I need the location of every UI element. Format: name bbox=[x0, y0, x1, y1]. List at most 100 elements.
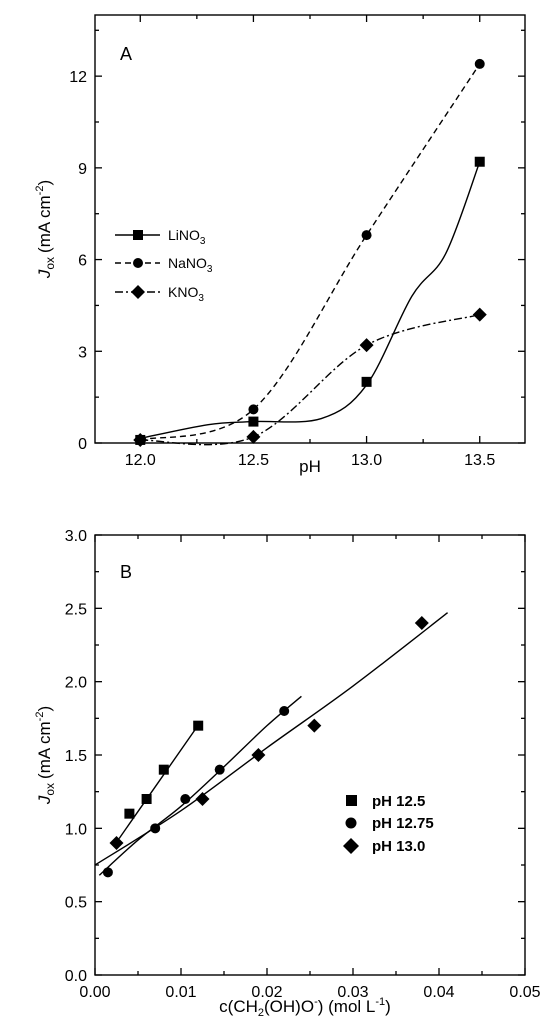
panel-a-label: A bbox=[120, 44, 132, 64]
panel-b-x-label-sub: 2 bbox=[258, 1007, 264, 1019]
data-point-kno3 bbox=[246, 429, 261, 444]
panel-a-x-tick-label: 13.0 bbox=[351, 452, 382, 469]
panel-a: 12.0 12.5 13.0 13.5 0 3 6 9 12 A pH Jox (mA cm-2)… bbox=[34, 14, 526, 476]
legend-label-ph-12-5: pH 12.5 bbox=[372, 793, 425, 810]
legend-square-marker bbox=[133, 230, 143, 240]
panel-a-y-label-exp: -2 bbox=[34, 186, 46, 196]
panel-a-x-tick-label: 12.0 bbox=[125, 452, 156, 469]
panel-b-y-label-close: ) bbox=[35, 706, 54, 712]
data-point-kno3 bbox=[472, 307, 487, 322]
panel-a-y-label-close: ) bbox=[35, 180, 54, 186]
data-point-ph-12-5 bbox=[141, 794, 152, 804]
panel-a-y-tick-label: 6 bbox=[78, 253, 87, 270]
data-point-ph-12-75 bbox=[180, 794, 191, 804]
data-point-ph-12-5 bbox=[193, 720, 204, 731]
panel-b-x-tick-label: 0.03 bbox=[337, 984, 368, 1001]
legend-item-ph-13-0: pH 13.0 bbox=[343, 838, 425, 855]
legend-label-nano3: NaNO3 bbox=[168, 255, 213, 275]
panel-a-y-tick-label: 12 bbox=[69, 69, 87, 86]
data-point-lino3 bbox=[474, 156, 485, 167]
panel-a-tick-labels: 12.0 12.5 13.0 13.5 0 3 6 9 12 bbox=[69, 69, 495, 469]
panel-b-x-label-close: ) bbox=[385, 997, 391, 1016]
legend-label-ph-13-0: pH 13.0 bbox=[372, 838, 425, 855]
legend-square-marker bbox=[346, 795, 357, 806]
panel-a-x-tick-label: 13.5 bbox=[464, 452, 495, 469]
data-point-ph-12-75 bbox=[102, 867, 113, 878]
legend-label-ph-12-75: pH 12.75 bbox=[372, 815, 434, 832]
legend-item-ph-12-75: pH 12.75 bbox=[345, 815, 434, 832]
fit-line-ph-12-75 bbox=[98, 695, 302, 876]
legend-item-ph-12-5: pH 12.5 bbox=[346, 793, 425, 810]
series-curve-nano3 bbox=[140, 63, 481, 441]
fit-line-ph-12-5 bbox=[118, 722, 201, 840]
legend-circle-marker bbox=[133, 258, 143, 268]
data-point-ph-13-0 bbox=[251, 748, 266, 762]
panel-a-x-tick-label: 12.5 bbox=[238, 452, 269, 469]
data-point-ph-13-0 bbox=[414, 616, 429, 630]
panel-b-x-tick-label: 0.04 bbox=[423, 984, 454, 1001]
panel-a-markers bbox=[133, 58, 487, 447]
legend-diamond-marker bbox=[343, 838, 359, 854]
legend-circle-marker bbox=[345, 817, 357, 829]
panel-a-y-tick-label: 3 bbox=[78, 344, 87, 361]
panel-b-x-tick-label: 0.05 bbox=[509, 984, 540, 1001]
data-point-ph-12-75 bbox=[279, 706, 290, 716]
data-point-nano3 bbox=[474, 58, 485, 69]
data-point-nano3 bbox=[248, 404, 259, 415]
legend-item-nano3: NaNO3 bbox=[115, 255, 213, 275]
panel-b-y-tick-label: 0.0 bbox=[65, 968, 87, 985]
legend-label-kno3: KNO3 bbox=[168, 284, 204, 304]
data-point-nano3 bbox=[361, 230, 372, 241]
data-point-lino3 bbox=[248, 416, 259, 427]
panel-a-curves bbox=[140, 63, 481, 446]
panel-a-y-label-sub: ox bbox=[43, 257, 57, 270]
panel-b-x-tick-label: 0.01 bbox=[165, 984, 196, 1001]
panel-b-frame bbox=[94, 534, 526, 976]
panel-b-x-label-unit: ) (mol L bbox=[318, 997, 376, 1016]
data-point-ph-13-0 bbox=[307, 718, 322, 733]
panel-a-y-tick-label: 0 bbox=[78, 436, 87, 453]
panel-a-y-axis-title: Jox (mA cm-2) bbox=[34, 180, 57, 279]
panel-a-ticks bbox=[95, 15, 525, 444]
data-point-kno3 bbox=[133, 432, 148, 447]
panel-a-y-tick-label: 9 bbox=[78, 161, 87, 178]
data-point-ph-13-0 bbox=[195, 792, 210, 806]
panel-b-fit-lines bbox=[94, 612, 449, 876]
panel-b-y-label-sub: ox bbox=[43, 783, 57, 796]
panel-b-x-tick-label: 0.00 bbox=[79, 984, 110, 1001]
panel-b-markers bbox=[102, 616, 429, 878]
panel-b-y-tick-label: 2.0 bbox=[65, 675, 87, 692]
data-point-ph-13-0 bbox=[109, 836, 124, 850]
legend-item-kno3: KNO3 bbox=[115, 284, 204, 304]
panel-b-y-label-unit: (mA cm bbox=[35, 721, 54, 779]
panel-a-y-label-unit: (mA cm bbox=[35, 195, 54, 253]
series-curve-kno3 bbox=[140, 313, 480, 446]
panel-b-x-label-unit-exp: -1 bbox=[375, 996, 385, 1008]
panel-b-y-tick-label: 0.5 bbox=[65, 895, 87, 912]
panel-b-y-tick-label: 3.0 bbox=[65, 528, 87, 545]
data-point-kno3 bbox=[359, 338, 374, 353]
panel-b-y-label-exp: -2 bbox=[34, 712, 46, 722]
panel-b-x-label-pre: c(CH bbox=[219, 997, 258, 1016]
data-point-lino3 bbox=[361, 376, 372, 387]
legend-diamond-marker bbox=[131, 285, 145, 299]
panel-b-y-tick-label: 2.5 bbox=[65, 601, 87, 618]
panel-a-y-label-main: J bbox=[35, 269, 54, 279]
panel-a-frame bbox=[94, 14, 526, 444]
panel-b-x-label-sup: - bbox=[314, 996, 318, 1008]
panel-b-ticks bbox=[94, 534, 526, 976]
panel-b-tick-labels: 0.00 0.01 0.02 0.03 0.04 0.05 0.0 0.5 1.0 1.5 2.0 2… bbox=[65, 528, 541, 1001]
panel-b-y-axis-title: Jox (mA cm-2) bbox=[34, 706, 57, 805]
panel-b-x-label-mid: (OH)O bbox=[264, 997, 314, 1016]
panel-b-y-label-main: J bbox=[35, 795, 54, 805]
series-curve-lino3 bbox=[140, 161, 481, 440]
data-point-ph-12-75 bbox=[150, 823, 161, 834]
panel-b-label: B bbox=[120, 562, 132, 582]
panel-b-legend: pH 12.5 pH 12.75 pH 13.0 bbox=[343, 793, 434, 855]
data-point-ph-12-5 bbox=[124, 808, 135, 819]
panel-b: 0.00 0.01 0.02 0.03 0.04 0.05 0.0 0.5 1.0 1.5 2.0 2… bbox=[34, 528, 541, 1019]
data-point-ph-12-75 bbox=[214, 764, 225, 775]
panel-a-legend: LiNO3 NaNO3 KNO3 bbox=[115, 227, 213, 304]
panel-b-x-axis-title: c(CH2(OH)O-) (mol L-1) bbox=[219, 996, 391, 1019]
